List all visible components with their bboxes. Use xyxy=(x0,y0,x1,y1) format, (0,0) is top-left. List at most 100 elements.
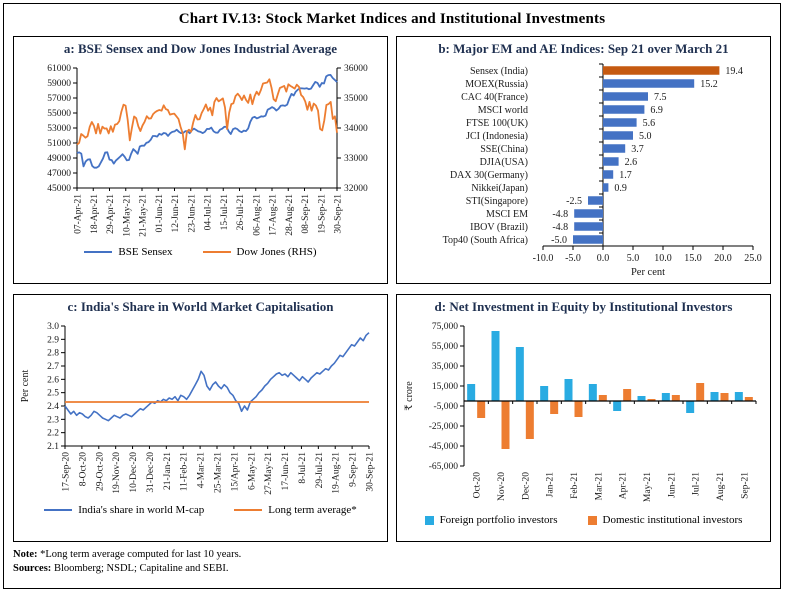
svg-text:1.7: 1.7 xyxy=(619,170,632,181)
svg-text:Apr-21: Apr-21 xyxy=(618,472,628,499)
svg-text:59000: 59000 xyxy=(47,79,71,89)
svg-text:23-Jun-21: 23-Jun-21 xyxy=(187,194,197,233)
svg-text:₹ crore: ₹ crore xyxy=(404,381,415,411)
svg-text:-5.0: -5.0 xyxy=(565,253,581,264)
svg-text:25-Mar-21: 25-Mar-21 xyxy=(213,452,223,493)
svg-text:21-May-21: 21-May-21 xyxy=(138,194,148,237)
svg-text:21-Jan-21: 21-Jan-21 xyxy=(162,452,172,490)
svg-text:33000: 33000 xyxy=(344,154,368,164)
panel-b-chart: -10.0 -5.0 0.0 5.0 10.0 15.0 20.0 25.0 Per cent S… xyxy=(442,63,761,278)
svg-text:Top40 (South Africa): Top40 (South Africa) xyxy=(442,235,527,246)
svg-text:0.9: 0.9 xyxy=(614,183,627,194)
panel-d-title: d: Net Investment in Equity by Instituti… xyxy=(434,299,733,314)
svg-text:19-Aug-21: 19-Aug-21 xyxy=(331,452,341,494)
svg-text:26-Jul-21: 26-Jul-21 xyxy=(236,194,246,231)
svg-text:8-Oct-20: 8-Oct-20 xyxy=(78,452,88,487)
svg-text:2.5: 2.5 xyxy=(47,389,59,399)
svg-text:27-May-21: 27-May-21 xyxy=(264,452,274,495)
svg-text:2.1: 2.1 xyxy=(47,442,59,452)
svg-text:8-Jul-21: 8-Jul-21 xyxy=(297,452,307,484)
svg-text:15/Apr-21: 15/Apr-21 xyxy=(230,452,240,492)
svg-text:18-Apr-21: 18-Apr-21 xyxy=(89,194,99,234)
legend-line-swatch xyxy=(202,251,231,254)
panel-c-legend: India's share in world M-cap Long term av… xyxy=(44,504,357,516)
svg-text:JCI (Indonesia): JCI (Indonesia) xyxy=(466,131,528,142)
svg-text:2.8: 2.8 xyxy=(47,349,59,359)
svg-text:53000: 53000 xyxy=(47,124,71,134)
legend-item: Domestic institutional investors xyxy=(587,514,743,527)
svg-text:10-May-21: 10-May-21 xyxy=(122,194,132,237)
svg-text:Aug-21: Aug-21 xyxy=(716,472,726,501)
svg-text:12-Jun-21: 12-Jun-21 xyxy=(171,194,181,233)
svg-text:FTSE 100(UK): FTSE 100(UK) xyxy=(466,118,528,129)
svg-text:-65,000: -65,000 xyxy=(428,462,458,472)
legend-line-swatch xyxy=(44,509,73,512)
legend-item: BSE Sensex xyxy=(84,246,173,258)
figure-title: Chart IV.13: Stock Market Indices and In… xyxy=(178,11,606,27)
legend-item: India's share in world M-cap xyxy=(44,504,204,516)
svg-text:STI(Singapore): STI(Singapore) xyxy=(465,196,527,207)
svg-text:Oct-20: Oct-20 xyxy=(472,472,482,499)
svg-text:19-Nov-20: 19-Nov-20 xyxy=(112,452,122,494)
note-text: *Long term average computed for last 10 … xyxy=(37,549,242,560)
svg-text:Per cent: Per cent xyxy=(630,267,664,278)
svg-text:07-Apr-21: 07-Apr-21 xyxy=(73,194,83,234)
svg-text:29-Oct-20: 29-Oct-20 xyxy=(95,452,105,491)
svg-text:Sensex (India): Sensex (India) xyxy=(469,66,527,77)
svg-text:2.6: 2.6 xyxy=(624,157,637,168)
legend-square-swatch xyxy=(424,515,434,525)
svg-text:45000: 45000 xyxy=(47,184,71,194)
svg-text:61000: 61000 xyxy=(47,64,71,74)
svg-text:Dec-20: Dec-20 xyxy=(521,472,531,500)
svg-text:10-Dec-20: 10-Dec-20 xyxy=(129,452,139,493)
panel-c: c: India's Share in World Market Capital… xyxy=(13,294,388,542)
svg-text:15.0: 15.0 xyxy=(684,253,702,264)
svg-text:6.9: 6.9 xyxy=(650,105,663,116)
svg-text:29-Jul-21: 29-Jul-21 xyxy=(314,452,324,489)
svg-text:55,000: 55,000 xyxy=(431,342,457,352)
svg-text:31-Dec-20: 31-Dec-20 xyxy=(145,452,155,493)
svg-text:3.0: 3.0 xyxy=(47,322,59,332)
svg-text:35000: 35000 xyxy=(344,94,368,104)
svg-text:Sep-21: Sep-21 xyxy=(740,472,750,499)
svg-text:17-Sep-20: 17-Sep-20 xyxy=(61,452,71,492)
svg-text:Nov-20: Nov-20 xyxy=(497,472,507,501)
figure-frame: Chart IV.13: Stock Market Indices and In… xyxy=(3,3,781,589)
svg-text:57000: 57000 xyxy=(47,94,71,104)
svg-text:Feb-21: Feb-21 xyxy=(570,472,580,499)
svg-text:Per cent: Per cent xyxy=(20,370,31,403)
svg-text:2.4: 2.4 xyxy=(47,402,59,412)
svg-text:-2.5: -2.5 xyxy=(566,196,582,207)
sources-label: Sources: xyxy=(13,562,52,574)
note-line: Note: *Long term average computed for la… xyxy=(13,548,780,562)
svg-text:2.6: 2.6 xyxy=(47,376,59,386)
legend-label: Long term average* xyxy=(268,504,357,517)
panel-a-legend: BSE Sensex Dow Jones (RHS) xyxy=(84,246,317,258)
svg-text:36000: 36000 xyxy=(344,64,368,74)
figure-notes: Note: *Long term average computed for la… xyxy=(13,548,780,575)
legend-line-swatch xyxy=(234,509,263,512)
svg-text:19-Sep-21: 19-Sep-21 xyxy=(317,194,327,234)
svg-text:0.0: 0.0 xyxy=(596,253,609,264)
svg-text:7.5: 7.5 xyxy=(654,92,667,103)
svg-text:04-Jul-21: 04-Jul-21 xyxy=(203,194,213,231)
svg-text:-25,000: -25,000 xyxy=(428,422,458,432)
svg-text:MSCI EM: MSCI EM xyxy=(486,209,528,220)
legend-item: Long term average* xyxy=(234,504,357,516)
svg-text:5.0: 5.0 xyxy=(639,131,652,142)
legend-label: India's share in world M-cap xyxy=(78,504,205,517)
svg-text:47000: 47000 xyxy=(47,169,71,179)
svg-text:2.9: 2.9 xyxy=(47,336,59,346)
svg-text:-4.8: -4.8 xyxy=(552,209,568,220)
svg-text:4-Mar-21: 4-Mar-21 xyxy=(196,452,206,488)
legend-label: Domestic institutional investors xyxy=(602,514,743,527)
svg-text:08-Sep-21: 08-Sep-21 xyxy=(301,194,311,234)
svg-text:06-Aug-21: 06-Aug-21 xyxy=(252,194,262,236)
svg-text:9-Sep-21: 9-Sep-21 xyxy=(348,452,358,487)
svg-text:30-Sep-21: 30-Sep-21 xyxy=(365,452,375,492)
svg-text:Jan-21: Jan-21 xyxy=(545,472,555,498)
svg-text:DJIA(USA): DJIA(USA) xyxy=(479,157,527,168)
svg-text:15-Jul-21: 15-Jul-21 xyxy=(219,194,229,231)
svg-text:-10.0: -10.0 xyxy=(532,253,553,264)
svg-text:2.2: 2.2 xyxy=(47,429,59,439)
